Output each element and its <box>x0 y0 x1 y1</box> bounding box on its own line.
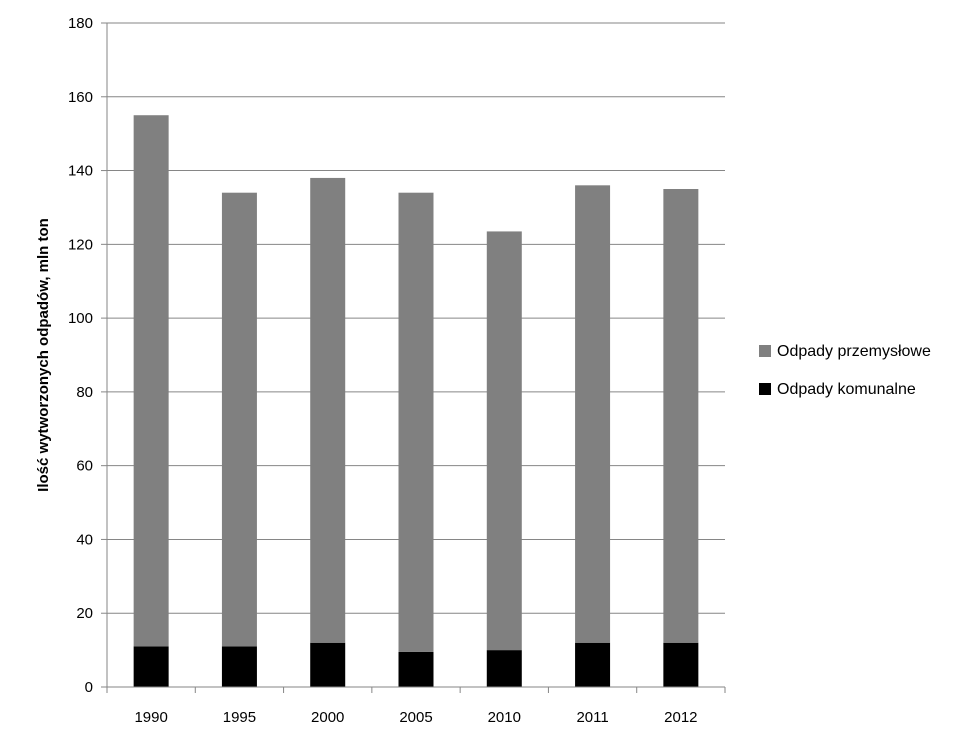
y-tick-label: 0 <box>85 679 93 696</box>
y-axis-title: Ilość wytworzonych odpadów, mln ton <box>35 218 52 492</box>
bar-segment-komunalne <box>575 642 611 687</box>
y-tick-labels: 0 20 40 60 80 100 120 140 160 180 <box>68 15 93 696</box>
bar-segment-komunalne <box>398 651 434 687</box>
legend-swatch <box>759 383 771 395</box>
bar-segment-komunalne <box>310 642 346 687</box>
legend: Odpady przemysłowe Odpady komunalne <box>759 343 931 398</box>
y-tick-label: 160 <box>68 89 93 106</box>
x-tick-label: 2011 <box>576 709 608 726</box>
y-tick-label: 120 <box>68 236 93 253</box>
bar-segment-przemyslowe <box>398 192 434 652</box>
y-tick-label: 20 <box>76 605 93 622</box>
bar-segment-komunalne <box>133 646 169 687</box>
bar-segment-przemyslowe <box>575 185 611 643</box>
y-tick-label: 40 <box>76 531 93 548</box>
legend-swatch <box>759 345 771 357</box>
bar-segment-przemyslowe <box>133 115 169 647</box>
x-tick-label: 1990 <box>134 709 167 726</box>
bar-segment-komunalne <box>486 650 522 687</box>
x-tick-label: 1995 <box>223 709 256 726</box>
y-tick-label: 140 <box>68 163 93 180</box>
axes <box>101 22 726 693</box>
x-tick-label: 2010 <box>488 709 521 726</box>
bar-segment-przemyslowe <box>486 231 522 651</box>
x-tick-labels: 1990 1995 2000 2005 2010 2011 2012 <box>134 709 697 726</box>
bar-segment-przemyslowe <box>221 192 257 647</box>
bar-segment-przemyslowe <box>663 189 699 643</box>
x-tick-label: 2012 <box>664 709 697 726</box>
bar-segment-komunalne <box>221 646 257 687</box>
x-tick-label: 2000 <box>311 709 344 726</box>
bar-segment-komunalne <box>663 642 699 687</box>
bar-segment-przemyslowe <box>310 177 346 643</box>
legend-label: Odpady przemysłowe <box>777 343 931 360</box>
legend-label: Odpady komunalne <box>777 381 916 398</box>
x-tick-label: 2005 <box>399 709 432 726</box>
y-tick-label: 60 <box>76 458 93 475</box>
y-tick-label: 180 <box>68 15 93 32</box>
bars <box>133 115 699 687</box>
y-tick-label: 80 <box>76 384 93 401</box>
y-tick-label: 100 <box>68 310 93 327</box>
